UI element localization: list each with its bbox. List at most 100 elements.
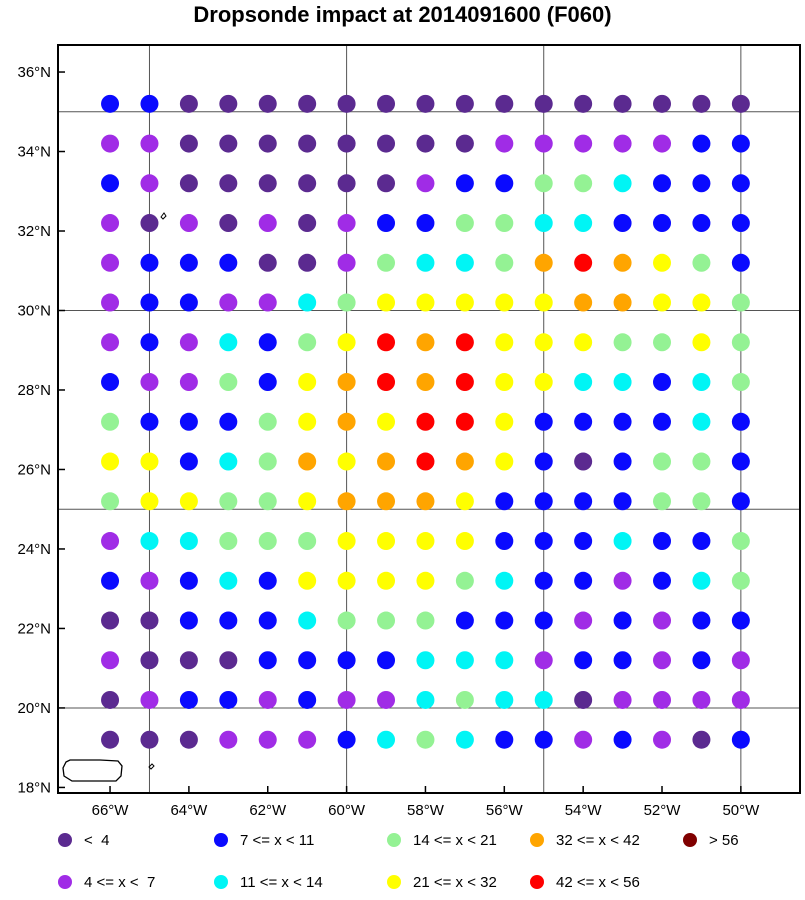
impact-point — [258, 253, 277, 272]
impact-point — [574, 293, 593, 312]
impact-point — [298, 730, 317, 749]
impact-point — [653, 690, 672, 709]
impact-point — [140, 373, 159, 392]
impact-point — [574, 214, 593, 233]
impact-point — [219, 94, 238, 113]
impact-point — [731, 94, 750, 113]
impact-point — [692, 611, 711, 630]
impact-point — [140, 214, 159, 233]
impact-point — [613, 333, 632, 352]
impact-point — [653, 134, 672, 153]
impact-point — [653, 730, 672, 749]
impact-point — [455, 134, 474, 153]
lon-tick-label: 50°W — [722, 802, 760, 819]
island-outline — [62, 759, 123, 782]
impact-point — [613, 571, 632, 590]
impact-point — [416, 492, 435, 511]
impact-point — [731, 730, 750, 749]
lon-tick-label: 52°W — [644, 802, 682, 819]
impact-point — [653, 94, 672, 113]
impact-point — [258, 293, 277, 312]
impact-point — [731, 532, 750, 551]
impact-point — [692, 452, 711, 471]
impact-point — [692, 174, 711, 193]
impact-point — [416, 214, 435, 233]
impact-point — [377, 532, 396, 551]
impact-point — [179, 174, 198, 193]
impact-point — [140, 174, 159, 193]
impact-point — [731, 412, 750, 431]
impact-point — [534, 452, 553, 471]
lat-tick-label: 20°N — [17, 700, 51, 717]
impact-point — [377, 333, 396, 352]
impact-point — [416, 690, 435, 709]
impact-point — [692, 571, 711, 590]
impact-point — [101, 94, 120, 113]
impact-point — [140, 94, 159, 113]
impact-point — [534, 412, 553, 431]
legend-item: 11 <= x < 14 — [214, 871, 323, 893]
islet-outline — [148, 763, 155, 770]
impact-point — [495, 611, 514, 630]
impact-point — [179, 690, 198, 709]
impact-point — [692, 134, 711, 153]
impact-point — [653, 412, 672, 431]
impact-point — [298, 253, 317, 272]
impact-point — [416, 94, 435, 113]
impact-point — [258, 571, 277, 590]
impact-point — [534, 94, 553, 113]
map-title: Dropsonde impact at 2014091600 (F060) — [193, 2, 612, 27]
impact-point — [101, 214, 120, 233]
impact-point — [179, 611, 198, 630]
impact-point — [219, 293, 238, 312]
impact-point — [298, 214, 317, 233]
impact-point — [179, 651, 198, 670]
impact-point — [140, 730, 159, 749]
impact-point — [416, 611, 435, 630]
impact-point — [258, 94, 277, 113]
impact-point — [731, 452, 750, 471]
impact-point — [613, 253, 632, 272]
impact-point — [455, 730, 474, 749]
impact-point — [455, 532, 474, 551]
impact-point — [416, 333, 435, 352]
impact-point — [495, 134, 514, 153]
impact-point — [613, 293, 632, 312]
impact-point — [692, 651, 711, 670]
impact-point — [140, 412, 159, 431]
impact-point — [731, 214, 750, 233]
impact-point — [653, 214, 672, 233]
impact-point — [495, 452, 514, 471]
impact-point — [455, 452, 474, 471]
impact-point — [574, 373, 593, 392]
impact-point — [258, 730, 277, 749]
impact-map: 66°W 64°W 62°W 60°W 58°W 56°W 54°W 52°W 50°W 18°N… — [17, 44, 801, 819]
impact-point — [534, 373, 553, 392]
impact-point — [101, 611, 120, 630]
impact-point — [377, 690, 396, 709]
impact-point — [731, 611, 750, 630]
impact-point — [101, 690, 120, 709]
impact-point — [574, 412, 593, 431]
lat-tick-label: 30°N — [17, 302, 51, 319]
impact-point — [219, 611, 238, 630]
legend-swatch — [530, 875, 544, 889]
impact-point — [258, 532, 277, 551]
impact-point — [377, 611, 396, 630]
impact-point — [534, 174, 553, 193]
impact-point — [574, 730, 593, 749]
impact-point — [613, 134, 632, 153]
legend-label: 42 <= x < 56 — [556, 873, 640, 891]
impact-point — [258, 412, 277, 431]
lon-tick-label: 54°W — [565, 802, 603, 819]
impact-point — [101, 532, 120, 551]
impact-point — [613, 492, 632, 511]
impact-point — [377, 174, 396, 193]
impact-point — [416, 134, 435, 153]
impact-point — [534, 651, 553, 670]
impact-point — [613, 651, 632, 670]
impact-point — [219, 174, 238, 193]
impact-point — [101, 412, 120, 431]
impact-point — [613, 373, 632, 392]
impact-point — [731, 134, 750, 153]
